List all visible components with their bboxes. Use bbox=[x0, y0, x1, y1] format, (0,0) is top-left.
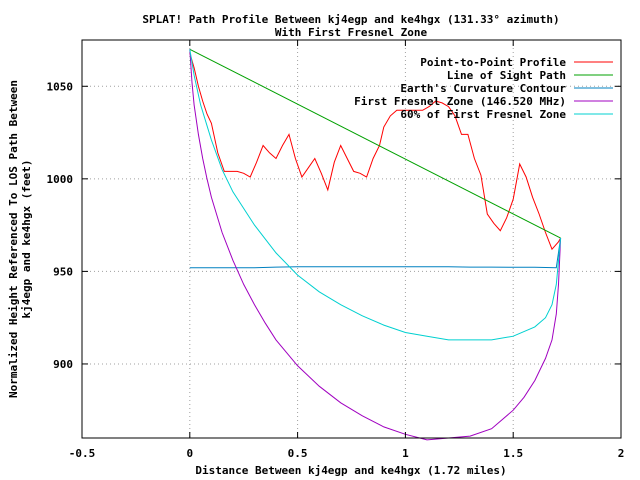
legend-label-5: 60% of First Fresnel Zone bbox=[400, 108, 566, 121]
x-tick-label: 1 bbox=[402, 447, 409, 460]
legend-label-3: Earth's Curvature Contour bbox=[400, 82, 566, 95]
y-axis-label-line2: kj4egp and ke4hgx (feet) bbox=[20, 160, 33, 319]
y-tick-label: 950 bbox=[53, 265, 73, 278]
y-axis-label-line1: Normalized Height Referenced To LOS Path… bbox=[7, 80, 20, 398]
x-tick-label: -0.5 bbox=[69, 447, 96, 460]
y-tick-label: 1000 bbox=[47, 173, 74, 186]
chart-title-line1: SPLAT! Path Profile Between kj4egp and k… bbox=[142, 13, 559, 26]
series-layer bbox=[189, 48, 562, 441]
y-tick-label: 900 bbox=[53, 358, 73, 371]
y-tick-label: 1050 bbox=[47, 80, 74, 93]
legend-label-4: First Fresnel Zone (146.520 MHz) bbox=[354, 95, 566, 108]
series-line-2 bbox=[189, 48, 561, 239]
series-line-1 bbox=[189, 52, 562, 251]
x-tick-label: 1.5 bbox=[503, 447, 523, 460]
plot-frame bbox=[81, 39, 622, 439]
x-tick-label: 0 bbox=[186, 447, 193, 460]
x-axis-label: Distance Between kj4egp and ke4hgx (1.72… bbox=[195, 464, 506, 477]
tick-layer: -0.5 0 0.5 1 1.5 2 900 950 1000 1050 bbox=[47, 40, 625, 460]
chart-title-line2: With First Fresnel Zone bbox=[275, 26, 428, 39]
series-line-3 bbox=[189, 238, 562, 269]
series-line-5 bbox=[189, 49, 562, 341]
series-line-4 bbox=[189, 49, 562, 441]
x-tick-label: 0.5 bbox=[288, 447, 308, 460]
x-tick-label: 2 bbox=[618, 447, 625, 460]
legend-label-1: Point-to-Point Profile bbox=[420, 56, 566, 69]
legend-label-2: Line of Sight Path bbox=[447, 69, 566, 82]
